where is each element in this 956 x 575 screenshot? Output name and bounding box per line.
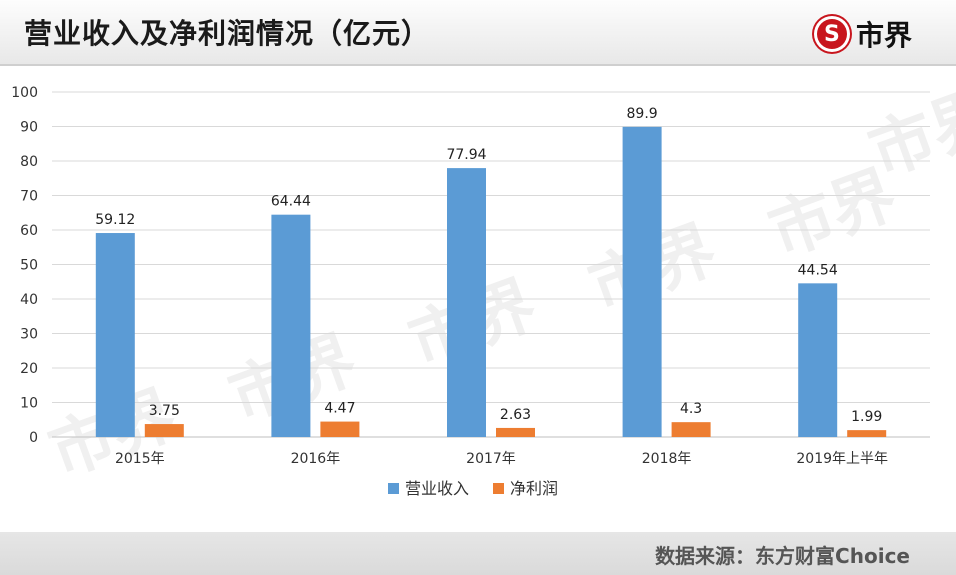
- data-source: 数据来源：东方财富Choice: [655, 544, 910, 568]
- y-tick-label: 20: [20, 361, 38, 377]
- x-tick-label: 2016年: [291, 451, 341, 467]
- x-axis-ticks: 2015年 2016年 2017年 2018年 2019年上半年: [115, 451, 888, 467]
- y-tick-label: 50: [20, 258, 38, 274]
- revenue-bar: [622, 126, 662, 437]
- profit-value-label: 4.47: [324, 401, 355, 417]
- y-tick-label: 0: [29, 430, 38, 446]
- footer-bar: 数据来源：东方财富Choice: [0, 532, 956, 575]
- revenue-bar: [271, 214, 311, 437]
- legend-label-profit: 净利润: [510, 479, 558, 498]
- profit-value-label: 3.75: [149, 403, 180, 419]
- y-tick-label: 80: [20, 154, 38, 170]
- revenue-value-label: 59.12: [95, 212, 135, 228]
- profit-bar: [320, 421, 360, 437]
- profit-bar: [671, 422, 711, 437]
- profit-bar: [496, 427, 535, 437]
- revenue-value-label: 77.94: [446, 147, 486, 163]
- y-tick-label: 40: [20, 292, 38, 308]
- revenue-value-label: 64.44: [271, 194, 311, 210]
- revenue-bar: [798, 283, 838, 437]
- brand-name: 市界: [855, 19, 912, 52]
- bars: 59.12 3.75 64.44 4.47 77.94 2.63 89.9 4.3 44.54 1…: [95, 106, 887, 437]
- x-tick-label: 2018年: [642, 451, 692, 467]
- legend-swatch-profit: [493, 483, 504, 494]
- revenue-bar: [447, 168, 486, 437]
- profit-value-label: 1.99: [851, 409, 882, 425]
- revenue-bar: [95, 233, 135, 437]
- profit-bar: [847, 430, 887, 437]
- x-tick-label: 2019年上半年: [796, 451, 888, 467]
- header-bar: 营业收入及净利润情况（亿元） S 市界: [0, 0, 956, 66]
- y-tick-label: 70: [20, 189, 38, 205]
- y-tick-label: 60: [20, 223, 38, 239]
- profit-value-label: 2.63: [500, 407, 531, 423]
- y-tick-label: 90: [20, 120, 38, 136]
- revenue-value-label: 44.54: [798, 262, 838, 278]
- page-title: 营业收入及净利润情况（亿元）: [24, 17, 431, 50]
- y-tick-label: 10: [20, 396, 38, 412]
- y-axis-ticks: 0 10 20 30 40 50 60 70 80 90 100: [11, 85, 38, 446]
- profit-bar: [144, 424, 184, 437]
- legend: 营业收入 净利润: [388, 479, 558, 498]
- x-tick-label: 2017年: [466, 451, 516, 467]
- legend-swatch-revenue: [388, 483, 399, 494]
- brand-logo-icon: S: [813, 16, 850, 52]
- legend-label-revenue: 营业收入: [405, 479, 469, 498]
- y-tick-label: 30: [20, 327, 38, 343]
- brand: S 市界: [813, 14, 912, 54]
- profit-value-label: 4.3: [680, 401, 702, 417]
- y-tick-label: 100: [11, 85, 38, 101]
- x-tick-label: 2015年: [115, 451, 165, 467]
- revenue-value-label: 89.9: [627, 106, 658, 122]
- grid-lines: [52, 91, 930, 438]
